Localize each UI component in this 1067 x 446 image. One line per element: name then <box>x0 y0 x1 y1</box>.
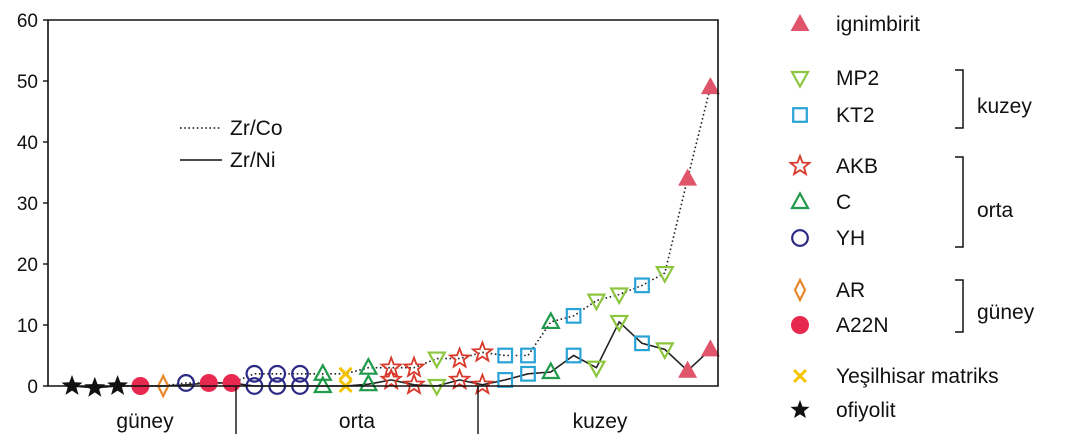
legend-label: ignimbirit <box>836 13 920 36</box>
zr-ni-point <box>520 365 536 382</box>
legend-label: AR <box>836 279 865 302</box>
zr-ni-point <box>447 367 472 391</box>
zr-ni-point <box>540 361 561 380</box>
zr-co-point <box>177 374 195 392</box>
zr-ni-point <box>700 339 720 357</box>
plot-frame <box>47 19 719 387</box>
zr-co-point <box>470 339 495 363</box>
zr-co-point <box>654 266 675 284</box>
zr-co-point <box>426 351 447 370</box>
zr-co-point <box>402 355 426 378</box>
zr-ni-point <box>426 378 447 397</box>
legend-marker <box>791 229 809 247</box>
y-tick-label: 60 <box>17 11 38 32</box>
zr-co-point <box>312 363 333 381</box>
zr-co-point <box>291 364 309 383</box>
group-label: orta <box>977 199 1014 222</box>
zr-co-point <box>107 375 129 395</box>
zr-ni-point <box>379 367 404 391</box>
zr-co-point <box>156 373 170 399</box>
zr-co-point <box>199 373 218 392</box>
legend-marker <box>788 153 812 177</box>
zr-co-point <box>565 307 582 324</box>
zr-co-point <box>678 168 698 186</box>
zr-ni-point <box>654 342 675 361</box>
zr-co-point <box>586 293 607 312</box>
region-label: kuzey <box>573 410 628 433</box>
zr-co-point <box>634 277 650 294</box>
y-tick-label: 30 <box>17 194 38 215</box>
legend-label: AKB <box>836 155 878 178</box>
group-bracket <box>955 156 964 248</box>
zr-ni-point <box>609 314 630 333</box>
zr-co-point <box>447 346 472 369</box>
zr-co-point <box>700 77 720 95</box>
y-tick-label: 20 <box>17 255 38 276</box>
line-legend-label: Zr/Co <box>230 117 283 140</box>
zr-ni-point <box>678 360 698 378</box>
legend-label: ofiyolit <box>836 399 896 422</box>
zr-ni-point <box>586 360 607 379</box>
y-tick-label: 10 <box>17 316 38 337</box>
zr-co-point <box>358 356 379 375</box>
zr-co-series-line <box>71 86 712 389</box>
zr-co-point <box>338 366 353 381</box>
zr-co-point <box>61 375 83 395</box>
group-label: güney <box>977 301 1035 324</box>
zr-co-point <box>497 347 514 364</box>
legend-marker <box>791 316 809 334</box>
legend-label: C <box>836 191 851 214</box>
zr-co-point <box>222 373 241 392</box>
y-tick-label: 0 <box>27 377 38 398</box>
zr-ni-point <box>634 335 650 352</box>
zr-co-point <box>540 311 561 330</box>
group-bracket <box>955 279 964 333</box>
legend-label: YH <box>836 227 865 250</box>
legend-marker <box>792 107 808 123</box>
legend-label: A22N <box>836 314 889 337</box>
zr-co-point <box>268 364 287 383</box>
legend-marker <box>790 400 810 419</box>
zr-co-point <box>609 287 630 306</box>
y-tick-label: 40 <box>17 133 38 154</box>
group-bracket <box>955 69 964 129</box>
zr-ni-point <box>565 347 582 364</box>
y-tick-label: 50 <box>17 72 38 93</box>
zr-ni-series-line <box>71 320 711 389</box>
legend-marker <box>792 368 808 384</box>
zr-ni-point <box>312 375 333 394</box>
legend-marker <box>790 70 810 89</box>
zr-ni-point <box>402 372 426 395</box>
group-label: kuzey <box>977 95 1032 118</box>
legend-marker <box>790 191 810 210</box>
legend-marker <box>793 277 807 303</box>
legend-label: KT2 <box>836 104 875 127</box>
legend-label: MP2 <box>836 67 879 90</box>
line-legend-label: Zr/Ni <box>230 149 276 172</box>
zr-co-point <box>379 355 404 378</box>
legend-label: Yeşilhisar matriks <box>836 365 999 388</box>
region-label: orta <box>339 410 376 433</box>
zr-ni-point <box>358 373 379 392</box>
zr-ni-point <box>470 372 495 395</box>
zr-co-point <box>245 364 264 383</box>
zr-co-point <box>520 347 536 364</box>
region-label: güney <box>116 410 174 433</box>
legend-marker <box>790 14 810 31</box>
